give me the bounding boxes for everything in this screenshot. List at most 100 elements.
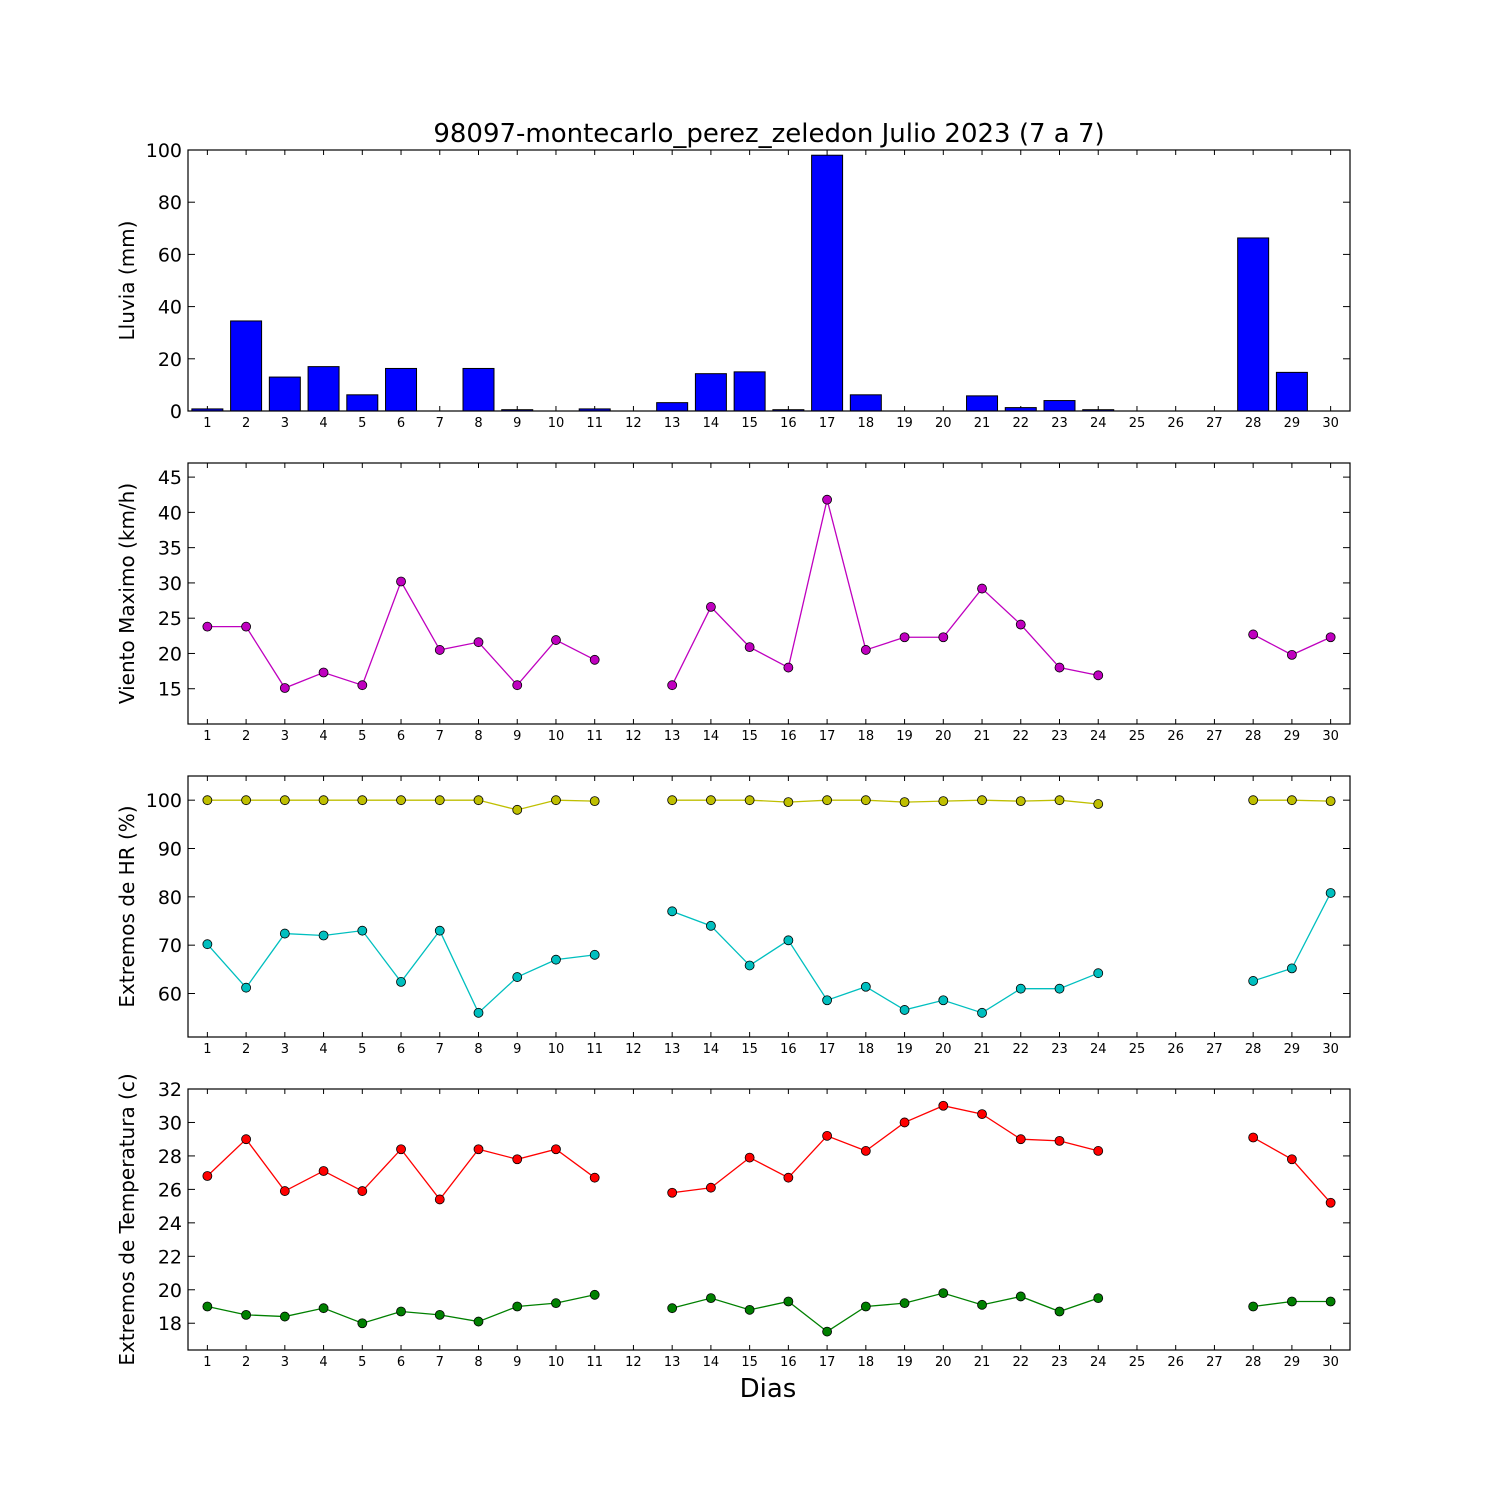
data-point <box>473 637 484 648</box>
data-point <box>279 795 290 806</box>
data-point <box>1015 1291 1026 1302</box>
bar <box>462 367 495 412</box>
x-tick-label: 19 <box>896 1042 913 1057</box>
bar <box>1043 400 1076 412</box>
data-point <box>589 796 600 807</box>
series-line <box>671 499 1099 686</box>
y-tick-label: 32 <box>158 1079 182 1101</box>
y-axis-label: Viento Maximo (km/h) <box>115 483 139 704</box>
x-tick-label: 26 <box>1167 1355 1184 1370</box>
data-point <box>357 925 368 936</box>
data-point <box>783 797 794 807</box>
data-point <box>1325 888 1336 898</box>
data-point <box>706 602 716 612</box>
bar <box>268 376 301 412</box>
data-point <box>434 1194 445 1205</box>
plot-frame <box>187 149 1351 412</box>
data-point <box>1015 1134 1026 1145</box>
plot-frame <box>187 775 1351 1038</box>
x-tick-label: 13 <box>664 1355 681 1370</box>
data-point <box>938 1100 949 1111</box>
x-tick-label: 28 <box>1245 1042 1262 1057</box>
x-tick-label: 12 <box>625 729 642 744</box>
chart-title: 98097-montecarlo_perez_zeledon Julio 202… <box>433 119 1104 149</box>
y-tick-label: 20 <box>158 349 182 371</box>
data-point <box>318 1166 329 1176</box>
x-tick-label: 10 <box>548 1355 565 1370</box>
x-tick-label: 22 <box>1012 416 1029 431</box>
y-tick-label: 22 <box>158 1246 182 1268</box>
x-tick-label: 10 <box>548 1042 565 1057</box>
data-point <box>396 1144 406 1155</box>
x-tick-label: 28 <box>1245 729 1262 744</box>
bar <box>733 371 766 412</box>
bar <box>966 395 999 412</box>
x-tick-label: 16 <box>780 729 797 744</box>
plot-frame <box>187 462 1351 725</box>
data-point <box>977 1299 987 1310</box>
data-point <box>1093 1146 1104 1156</box>
data-point <box>938 1288 949 1299</box>
series-line <box>671 910 1099 1014</box>
data-point <box>1015 796 1026 807</box>
data-point <box>860 1146 871 1156</box>
x-tick-label: 17 <box>819 1042 836 1057</box>
data-point <box>396 576 406 587</box>
x-tick-label: 6 <box>397 416 405 431</box>
y-axis-label: Lluvia (mm) <box>115 221 139 341</box>
x-tick-label: 19 <box>896 1355 913 1370</box>
data-point <box>667 795 678 806</box>
data-point <box>589 949 600 960</box>
data-point <box>318 930 329 941</box>
x-tick-label: 11 <box>586 729 603 744</box>
data-point <box>396 795 406 806</box>
data-point <box>434 645 445 655</box>
data-point <box>744 642 755 653</box>
data-point <box>667 680 678 691</box>
data-point <box>938 796 949 807</box>
x-tick-label: 26 <box>1167 416 1184 431</box>
series-line <box>672 1105 1099 1194</box>
x-tick-label: 15 <box>741 1042 758 1057</box>
bar <box>346 394 379 412</box>
x-tick-label: 21 <box>974 729 991 744</box>
data-point <box>706 1293 716 1304</box>
x-tick-label: 30 <box>1322 1042 1339 1057</box>
data-point <box>822 995 832 1006</box>
data-point <box>318 1303 329 1314</box>
x-tick-label: 5 <box>358 729 366 744</box>
y-tick-label: 40 <box>158 297 182 319</box>
y-tick-label: 80 <box>158 887 182 909</box>
data-point <box>1248 1132 1259 1143</box>
x-tick-label: 3 <box>281 729 289 744</box>
y-tick-label: 26 <box>158 1179 182 1201</box>
data-point <box>318 795 329 806</box>
x-tick-label: 2 <box>242 416 250 431</box>
x-tick-label: 20 <box>935 1355 952 1370</box>
data-point <box>279 683 290 693</box>
data-point <box>434 1309 445 1320</box>
data-point <box>822 1130 832 1141</box>
data-point <box>589 1172 600 1183</box>
y-tick-label: 20 <box>158 643 182 665</box>
x-tick-label: 29 <box>1284 1355 1301 1370</box>
x-tick-label: 8 <box>474 729 482 744</box>
x-tick-label: 25 <box>1129 1355 1146 1370</box>
x-tick-label: 2 <box>242 1042 250 1057</box>
data-point <box>977 795 987 806</box>
x-tick-label: 13 <box>664 729 681 744</box>
data-point <box>667 1303 678 1314</box>
y-tick-label: 60 <box>158 984 182 1006</box>
data-point <box>783 662 794 673</box>
data-point <box>318 667 329 678</box>
data-point <box>241 1134 252 1145</box>
data-point <box>1054 1306 1065 1317</box>
data-point <box>744 1304 755 1315</box>
y-tick-label: 24 <box>158 1213 182 1235</box>
bar <box>849 394 882 412</box>
x-tick-label: 29 <box>1284 729 1301 744</box>
y-tick-label: 80 <box>158 192 182 214</box>
x-tick-label: 16 <box>780 1355 797 1370</box>
